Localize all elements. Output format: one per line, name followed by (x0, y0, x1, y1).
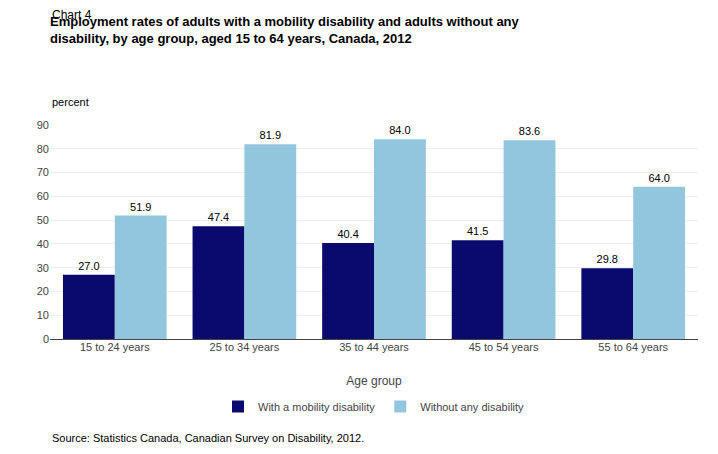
svg-text:51.9: 51.9 (130, 201, 151, 213)
svg-text:Source: Statistics Canada, Can: Source: Statistics Canada, Canadian Surv… (52, 432, 364, 444)
svg-text:47.4: 47.4 (208, 211, 229, 223)
svg-text:81.9: 81.9 (260, 129, 281, 141)
svg-text:20: 20 (37, 285, 49, 297)
svg-text:29.8: 29.8 (597, 253, 618, 265)
svg-text:70: 70 (37, 166, 49, 178)
svg-text:64.0: 64.0 (648, 172, 669, 184)
svg-text:percent: percent (52, 96, 89, 108)
svg-text:40.4: 40.4 (337, 228, 358, 240)
svg-text:41.5: 41.5 (467, 225, 488, 237)
svg-text:Employment rates of adults wit: Employment rates of adults with a mobili… (50, 14, 520, 46)
svg-text:0: 0 (43, 333, 49, 345)
svg-text:80: 80 (37, 143, 49, 155)
svg-text:30: 30 (37, 262, 49, 274)
svg-text:50: 50 (37, 214, 49, 226)
svg-text:84.0: 84.0 (389, 124, 410, 136)
svg-text:35 to 44 years: 35 to 44 years (339, 341, 409, 353)
svg-text:27.0: 27.0 (78, 260, 99, 272)
svg-text:45 to 54 years: 45 to 54 years (469, 341, 539, 353)
svg-text:83.6: 83.6 (519, 125, 540, 137)
svg-text:10: 10 (37, 309, 49, 321)
svg-text:Without any disability: Without any disability (420, 401, 524, 413)
svg-text:40: 40 (37, 238, 49, 250)
svg-text:25 to 34 years: 25 to 34 years (210, 341, 280, 353)
svg-text:55 to 64 years: 55 to 64 years (598, 341, 668, 353)
svg-text:With a mobility disability: With a mobility disability (258, 401, 375, 413)
svg-text:15 to 24 years: 15 to 24 years (80, 341, 150, 353)
svg-text:60: 60 (37, 190, 49, 202)
svg-text:Age group: Age group (346, 374, 402, 388)
svg-text:Chart 4: Chart 4 (52, 8, 92, 22)
svg-text:90: 90 (37, 119, 49, 131)
